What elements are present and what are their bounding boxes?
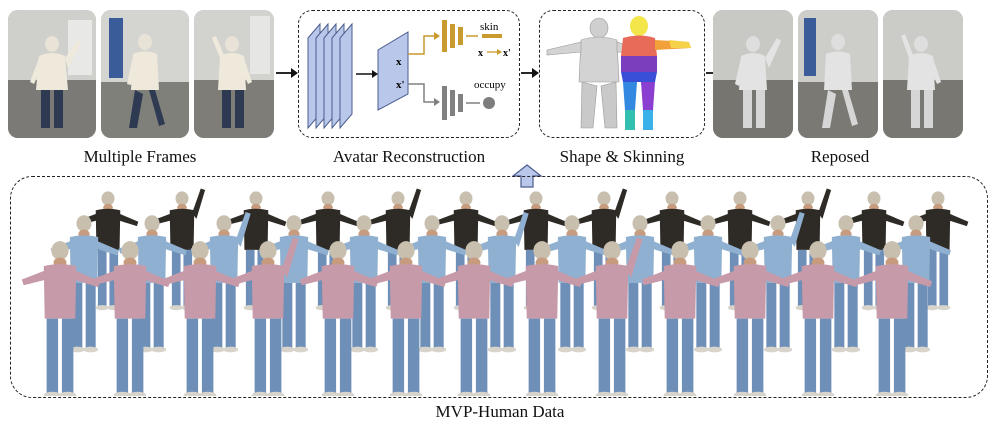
input-frame-3 xyxy=(194,10,274,138)
shape-skinning-visual xyxy=(546,16,691,130)
reposed-frame-3 xyxy=(883,10,963,138)
arrow-right-icon xyxy=(276,68,298,78)
feature-plane xyxy=(377,31,409,111)
occupancy-output-dot xyxy=(483,97,495,109)
human-figure xyxy=(161,241,241,396)
skinning-weights-figure xyxy=(621,16,691,130)
arrow-right-icon xyxy=(521,68,539,78)
human-figure xyxy=(812,215,881,353)
stage-label-reposed: Reposed xyxy=(810,147,870,166)
human-figure xyxy=(674,215,743,353)
stage-label-shape-skinning: Shape & Skinning xyxy=(559,147,685,166)
human-figure xyxy=(711,241,791,396)
stage-label-multiple-frames: Multiple Frames xyxy=(83,147,197,166)
human-figure xyxy=(744,212,805,353)
reposed-frame-2 xyxy=(798,10,878,138)
human-figure xyxy=(853,241,933,396)
human-figure xyxy=(573,237,643,396)
human-figure xyxy=(190,212,251,353)
human-figure xyxy=(260,215,329,353)
stage-label-avatar-reconstruction: Avatar Reconstruction xyxy=(332,147,486,166)
dataset-box xyxy=(10,176,988,398)
cnn-encoder-blocks xyxy=(307,22,353,130)
human-figure xyxy=(538,215,607,353)
skin-mapping-from: x xyxy=(478,48,483,59)
dataset-label: MVP-Human Data xyxy=(435,402,565,421)
reposed-frame-1 xyxy=(713,10,793,138)
skin-mapping-to: x' xyxy=(503,48,511,59)
feature-point-label: x' xyxy=(396,79,405,91)
occupy-label: occupy xyxy=(474,79,506,91)
input-frame-2 xyxy=(101,10,189,138)
human-figure xyxy=(91,241,171,396)
skin-output-bar xyxy=(482,34,502,38)
human-figure xyxy=(330,215,399,353)
dataset-figures xyxy=(21,188,969,396)
human-figure xyxy=(779,241,859,396)
skin-label: skin xyxy=(480,21,499,33)
avatar-reconstruction-box xyxy=(298,10,520,138)
gray-mesh-figure xyxy=(546,17,636,129)
input-frame-1 xyxy=(8,10,96,138)
skin-mlp-layers xyxy=(442,20,463,52)
human-figure xyxy=(21,241,101,396)
shape-skinning-box xyxy=(539,10,705,138)
human-figure xyxy=(229,237,299,396)
occupancy-mlp-layers xyxy=(442,86,463,120)
human-figure xyxy=(299,241,379,396)
input-point-label: x xyxy=(396,56,402,68)
avatar-network-diagram: x x' skin x x' occupy xyxy=(307,20,511,130)
human-figure xyxy=(435,241,515,396)
human-figure xyxy=(50,215,119,353)
